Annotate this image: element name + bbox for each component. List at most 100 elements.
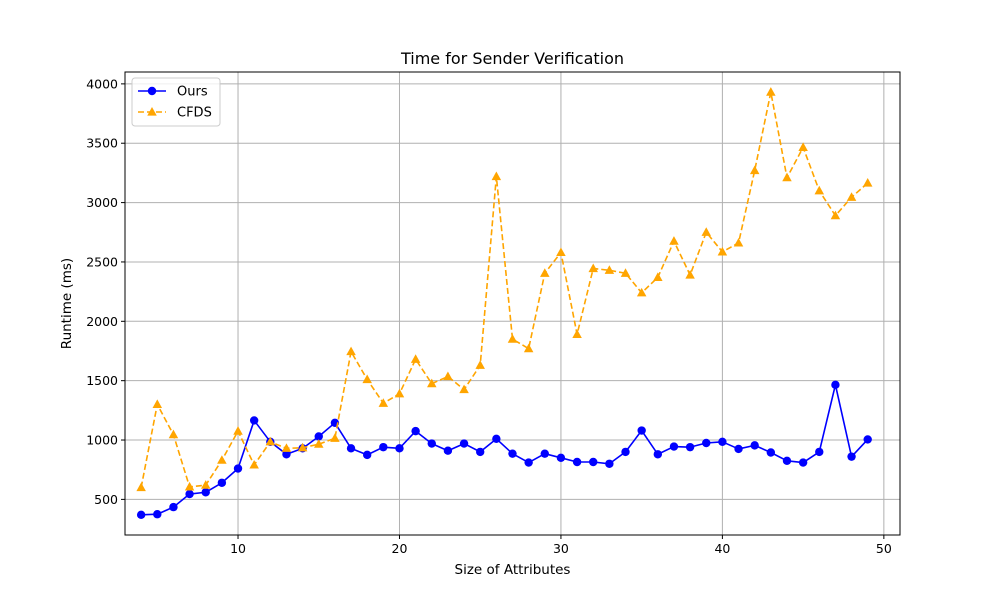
data-point <box>314 432 323 441</box>
data-point <box>217 478 227 487</box>
data-point <box>782 456 792 466</box>
data-point <box>476 447 485 457</box>
legend: Ours CFDS <box>131 77 221 127</box>
data-point <box>685 442 695 452</box>
data-point <box>523 343 534 353</box>
data-point <box>588 263 598 273</box>
x-tick-label: 10 <box>230 541 246 556</box>
data-point <box>492 434 501 444</box>
legend-marker <box>147 107 157 116</box>
data-point <box>314 439 324 448</box>
x-tick-label: 50 <box>876 541 892 556</box>
data-point <box>459 384 469 394</box>
grid-layer <box>125 72 900 535</box>
data-point <box>734 444 743 454</box>
data-point <box>330 433 340 442</box>
data-point <box>556 247 566 257</box>
data-point <box>282 450 291 459</box>
data-point <box>669 442 679 451</box>
data-point <box>798 458 808 467</box>
chart-title: Time for Sender Verification <box>400 49 624 68</box>
data-point <box>572 457 582 467</box>
data-point <box>636 287 647 297</box>
data-point <box>233 464 243 473</box>
data-point <box>249 416 259 425</box>
data-point <box>201 488 210 497</box>
data-point <box>621 447 630 457</box>
data-point <box>766 448 776 457</box>
series-line <box>141 384 869 516</box>
data-point <box>200 480 211 489</box>
series-layer <box>136 87 873 520</box>
x-axis-label: Size of Attributes <box>455 562 571 578</box>
data-point <box>733 237 744 247</box>
y-tick-label: 3000 <box>86 195 118 210</box>
data-point <box>846 192 857 201</box>
data-point <box>394 388 405 398</box>
series-cfds <box>136 87 873 492</box>
data-point <box>847 452 856 461</box>
legend-marker <box>147 86 157 96</box>
data-point <box>410 354 421 363</box>
x-tick-label: 30 <box>553 541 569 556</box>
data-point <box>475 360 485 369</box>
data-point <box>831 380 840 390</box>
data-point <box>507 334 518 343</box>
legend-items: Ours CFDS <box>138 85 212 121</box>
data-point <box>556 453 566 463</box>
data-point <box>443 446 453 455</box>
data-point <box>362 450 372 460</box>
data-point <box>814 185 825 195</box>
data-point <box>718 437 727 447</box>
data-point <box>233 426 243 435</box>
data-point <box>798 142 808 151</box>
data-point <box>862 178 873 187</box>
data-point <box>540 449 549 458</box>
data-point <box>863 435 872 444</box>
series-line <box>140 91 869 488</box>
data-point <box>605 459 614 468</box>
data-point <box>604 265 615 274</box>
data-point <box>168 429 179 439</box>
series-ours <box>136 380 872 520</box>
y-tick-label: 3500 <box>86 136 118 151</box>
data-point <box>637 426 646 435</box>
data-point <box>749 165 760 175</box>
data-point <box>766 87 776 96</box>
data-point <box>669 236 679 245</box>
data-point <box>653 272 663 281</box>
data-point <box>136 510 146 520</box>
legend-label: Ours <box>177 85 208 100</box>
data-point <box>702 438 711 448</box>
data-point <box>427 378 437 388</box>
data-point <box>378 398 389 407</box>
data-point <box>362 374 372 384</box>
data-point <box>701 227 711 236</box>
data-point <box>395 444 404 453</box>
y-tick-label: 500 <box>94 492 118 507</box>
data-point <box>508 449 517 458</box>
x-tick-label: 40 <box>714 541 730 556</box>
data-point <box>379 442 388 452</box>
data-point <box>540 268 550 277</box>
y-tick-label: 2500 <box>86 254 118 269</box>
data-point <box>281 443 292 452</box>
data-point <box>717 246 728 256</box>
legend-label: CFDS <box>177 106 212 121</box>
x-tick-label: 20 <box>392 541 408 556</box>
data-point <box>491 171 502 181</box>
data-point <box>443 371 453 381</box>
data-point <box>815 447 824 457</box>
data-point <box>297 442 308 452</box>
y-axis-label: Runtime (ms) <box>59 258 75 349</box>
data-point <box>427 439 436 448</box>
data-point <box>169 502 178 512</box>
data-point <box>459 439 469 448</box>
tick-layer: 10 20 30 40 50 500 1000 1500 2000 2500 3000 3500 400… <box>86 76 892 556</box>
data-point <box>620 268 631 277</box>
data-point <box>153 510 162 519</box>
data-point <box>653 450 663 459</box>
y-tick-label: 2000 <box>86 314 118 329</box>
